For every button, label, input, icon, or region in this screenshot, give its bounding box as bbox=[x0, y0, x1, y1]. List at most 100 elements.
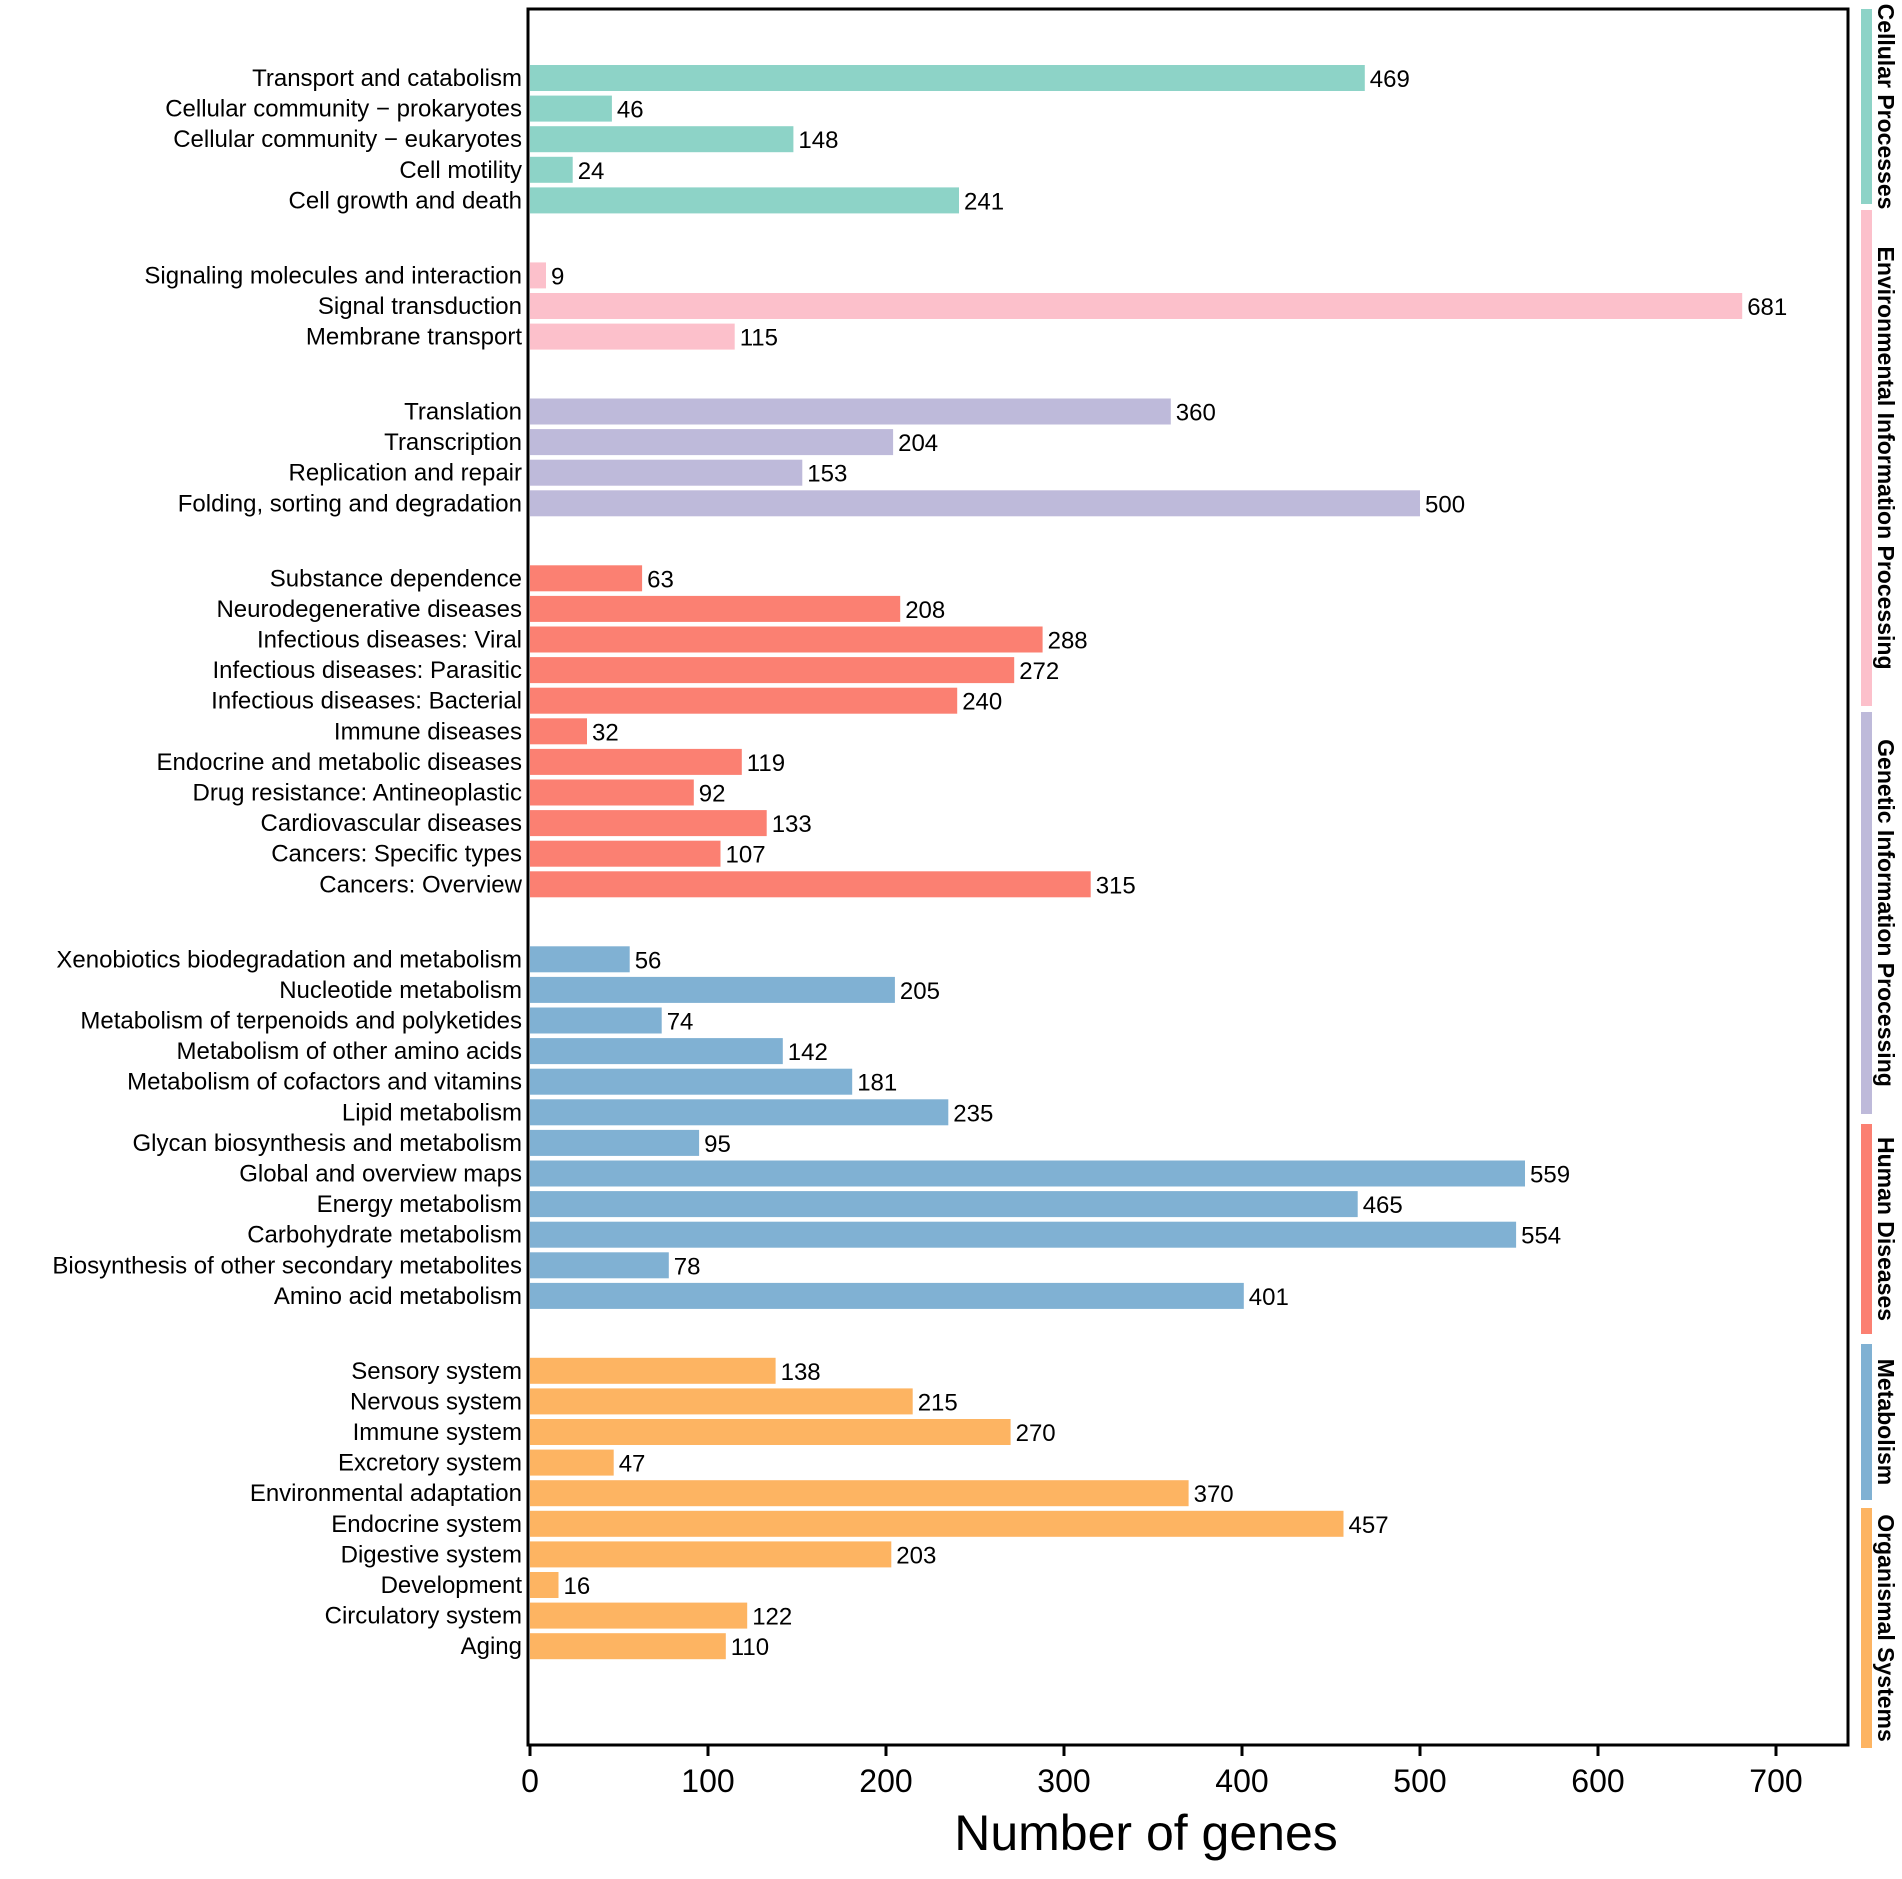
bar-replication-and-repair bbox=[530, 459, 803, 486]
category-label: Metabolism of terpenoids and polyketides bbox=[80, 1008, 522, 1035]
category-label: Metabolism of cofactors and vitamins bbox=[127, 1069, 522, 1096]
group-strip-cellular-processes bbox=[1861, 9, 1872, 204]
bar-cardiovascular-diseases bbox=[530, 810, 767, 837]
bar-drug-resistance-antineoplastic bbox=[530, 779, 694, 806]
category-label: Nucleotide metabolism bbox=[279, 977, 522, 1004]
category-label: Membrane transport bbox=[306, 324, 522, 351]
bar-infectious-diseases-parasitic bbox=[530, 657, 1015, 684]
value-label: 63 bbox=[647, 566, 674, 593]
bar-signal-transduction bbox=[530, 293, 1743, 319]
bar-transcription bbox=[530, 429, 894, 456]
category-label: Replication and repair bbox=[289, 460, 522, 487]
value-label: 315 bbox=[1096, 872, 1136, 899]
bar-aging bbox=[530, 1633, 726, 1660]
value-label: 133 bbox=[772, 811, 812, 838]
category-label: Carbohydrate metabolism bbox=[247, 1222, 522, 1249]
bar-metabolism-of-terpenoids-and-polyketides bbox=[530, 1007, 662, 1034]
x-tick-label: 500 bbox=[1393, 1763, 1446, 1799]
value-label: 74 bbox=[667, 1009, 694, 1036]
category-label: Cellular community − prokaryotes bbox=[165, 96, 522, 123]
plot-frame bbox=[526, 7, 1850, 1747]
category-label: Digestive system bbox=[341, 1541, 522, 1568]
bar-infectious-diseases-viral bbox=[530, 626, 1043, 653]
value-label: 203 bbox=[896, 1542, 936, 1569]
value-label: 554 bbox=[1521, 1223, 1561, 1250]
bar-cellular-community-prokaryotes bbox=[530, 95, 612, 122]
group-strip-human-diseases bbox=[1861, 1124, 1872, 1334]
bar-immune-system bbox=[530, 1419, 1011, 1445]
value-label: 32 bbox=[592, 719, 619, 746]
category-label: Nervous system bbox=[350, 1388, 522, 1415]
category-label: Metabolism of other amino acids bbox=[177, 1038, 523, 1065]
group-strips-layer: Cellular Processes Environmental Informat… bbox=[1861, 4, 1899, 1748]
value-label: 181 bbox=[857, 1070, 897, 1097]
value-label: 500 bbox=[1425, 491, 1465, 518]
value-label: 370 bbox=[1194, 1481, 1234, 1508]
value-labels-layer: 469 46 148 24 241 9 681 115 360 204 153 500 63 208 288… bbox=[551, 66, 1787, 1661]
category-label: Transcription bbox=[384, 429, 522, 456]
value-label: 95 bbox=[704, 1131, 731, 1158]
value-label: 119 bbox=[747, 750, 785, 777]
bar-digestive-system bbox=[530, 1541, 892, 1568]
category-label: Neurodegenerative diseases bbox=[216, 596, 522, 623]
category-label: Biosynthesis of other secondary metaboli… bbox=[52, 1252, 522, 1279]
bar-signaling-molecules-and-interaction bbox=[530, 262, 546, 289]
group-label-human-diseases: Human Diseases bbox=[1873, 1137, 1899, 1321]
category-label: Environmental adaptation bbox=[250, 1480, 522, 1507]
group-label-metabolism: Metabolism bbox=[1873, 1359, 1899, 1486]
value-label: 153 bbox=[807, 461, 847, 488]
bar-infectious-diseases-bacterial bbox=[530, 687, 958, 714]
bar-metabolism-of-other-amino-acids bbox=[530, 1038, 783, 1065]
category-label: Xenobiotics biodegradation and metabolis… bbox=[56, 946, 522, 973]
value-label: 457 bbox=[1349, 1512, 1389, 1539]
category-label: Cell growth and death bbox=[289, 187, 522, 214]
x-tick-label: 200 bbox=[859, 1763, 912, 1799]
value-label: 110 bbox=[731, 1634, 769, 1661]
bar-substance-dependence bbox=[530, 565, 643, 592]
bar-endocrine-system bbox=[530, 1510, 1344, 1537]
bar-circulatory-system bbox=[530, 1602, 748, 1629]
value-label: 559 bbox=[1530, 1162, 1570, 1189]
group-label-cellular-processes: Cellular Processes bbox=[1873, 4, 1899, 210]
value-label: 47 bbox=[619, 1451, 646, 1478]
value-label: 208 bbox=[905, 597, 945, 624]
value-label: 681 bbox=[1747, 294, 1787, 321]
bar-sensory-system bbox=[530, 1357, 776, 1384]
value-label: 240 bbox=[962, 689, 1002, 716]
value-label: 469 bbox=[1370, 66, 1410, 93]
category-label: Amino acid metabolism bbox=[274, 1283, 522, 1310]
value-label: 215 bbox=[918, 1389, 958, 1416]
category-label: Drug resistance: Antineoplastic bbox=[192, 780, 522, 807]
bar-global-and-overview-maps bbox=[530, 1160, 1525, 1187]
value-label: 241 bbox=[964, 188, 1004, 215]
category-label: Endocrine and metabolic diseases bbox=[156, 749, 522, 776]
bar-neurodegenerative-diseases bbox=[530, 595, 901, 622]
value-label: 270 bbox=[1016, 1420, 1056, 1447]
group-strip-organismal-systems bbox=[1861, 1508, 1872, 1748]
bar-glycan-biosynthesis-and-metabolism bbox=[530, 1129, 700, 1156]
bar-biosynthesis-of-other-secondary-metabolites bbox=[530, 1252, 669, 1279]
category-label: Translation bbox=[404, 399, 522, 426]
value-label: 235 bbox=[953, 1100, 993, 1127]
category-label: Immune system bbox=[353, 1419, 522, 1446]
x-tick-label: 600 bbox=[1571, 1763, 1624, 1799]
category-label: Aging bbox=[461, 1633, 522, 1660]
bar-transport-and-catabolism bbox=[530, 65, 1365, 91]
bar-metabolism-of-cofactors-and-vitamins bbox=[530, 1068, 853, 1095]
value-label: 78 bbox=[674, 1253, 701, 1280]
value-label: 107 bbox=[726, 842, 766, 869]
value-label: 122 bbox=[752, 1604, 792, 1631]
bar-energy-metabolism bbox=[530, 1191, 1358, 1218]
category-label: Energy metabolism bbox=[317, 1191, 522, 1218]
category-label: Infectious diseases: Viral bbox=[257, 627, 522, 654]
bar-lipid-metabolism bbox=[530, 1099, 949, 1126]
x-axis-title: Number of genes bbox=[954, 1805, 1338, 1861]
bar-immune-diseases bbox=[530, 718, 587, 745]
value-label: 148 bbox=[798, 127, 838, 154]
category-label: Global and overview maps bbox=[239, 1161, 522, 1188]
value-label: 24 bbox=[578, 158, 605, 185]
value-label: 9 bbox=[551, 263, 564, 290]
category-label: Development bbox=[381, 1572, 523, 1599]
category-label: Cancers: Overview bbox=[319, 871, 522, 898]
value-label: 46 bbox=[617, 97, 644, 124]
